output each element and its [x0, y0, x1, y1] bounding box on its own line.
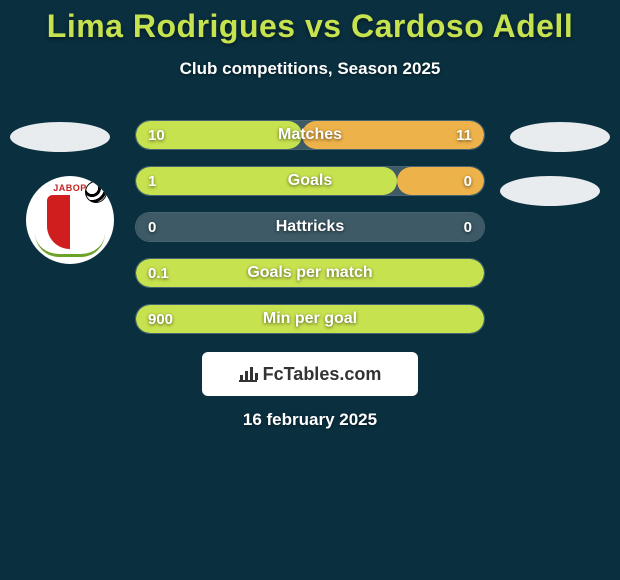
- stat-label: Min per goal: [136, 305, 484, 333]
- player-right-oval: [510, 122, 610, 152]
- stat-label: Goals per match: [136, 259, 484, 287]
- stat-value-left: 1: [148, 167, 156, 195]
- stat-label: Hattricks: [136, 213, 484, 241]
- comparison-infographic: Lima Rodrigues vs Cardoso Adell Club com…: [0, 0, 620, 580]
- brand-badge[interactable]: FcTables.com: [202, 352, 418, 396]
- stat-row: Matches10 11: [135, 120, 485, 150]
- stats-container: Matches1011Goals10Hattricks00Goals per m…: [135, 120, 485, 350]
- player-right-oval-2: [500, 176, 600, 206]
- stat-row: Goals per match0.1: [135, 258, 485, 288]
- stat-row: Min per goal900: [135, 304, 485, 334]
- stat-value-left: 10: [148, 121, 165, 149]
- stat-row: Goals1 0: [135, 166, 485, 196]
- subtitle: Club competitions, Season 2025: [0, 59, 620, 79]
- stat-value-right: 11: [456, 121, 472, 149]
- snapshot-date: 16 february 2025: [0, 410, 620, 430]
- club-logo-left: JABOP: [26, 176, 114, 264]
- stat-value-left: 900: [148, 305, 173, 333]
- club-logo-inner: JABOP: [35, 185, 105, 255]
- soccer-ball-icon: [85, 181, 107, 203]
- brand-text: FcTables.com: [263, 364, 382, 385]
- page-title: Lima Rodrigues vs Cardoso Adell: [0, 0, 620, 45]
- stat-row: Hattricks0 0: [135, 212, 485, 242]
- stat-value-right: 0: [464, 167, 472, 195]
- stat-value-right: 0: [464, 213, 472, 241]
- stat-value-left: 0.1: [148, 259, 169, 287]
- stat-label: Matches: [136, 121, 484, 149]
- bar-chart-icon: [239, 366, 257, 382]
- player-left-oval: [10, 122, 110, 152]
- stat-label: Goals: [136, 167, 484, 195]
- club-logo-arc: [35, 233, 105, 257]
- stat-value-left: 0: [148, 213, 156, 241]
